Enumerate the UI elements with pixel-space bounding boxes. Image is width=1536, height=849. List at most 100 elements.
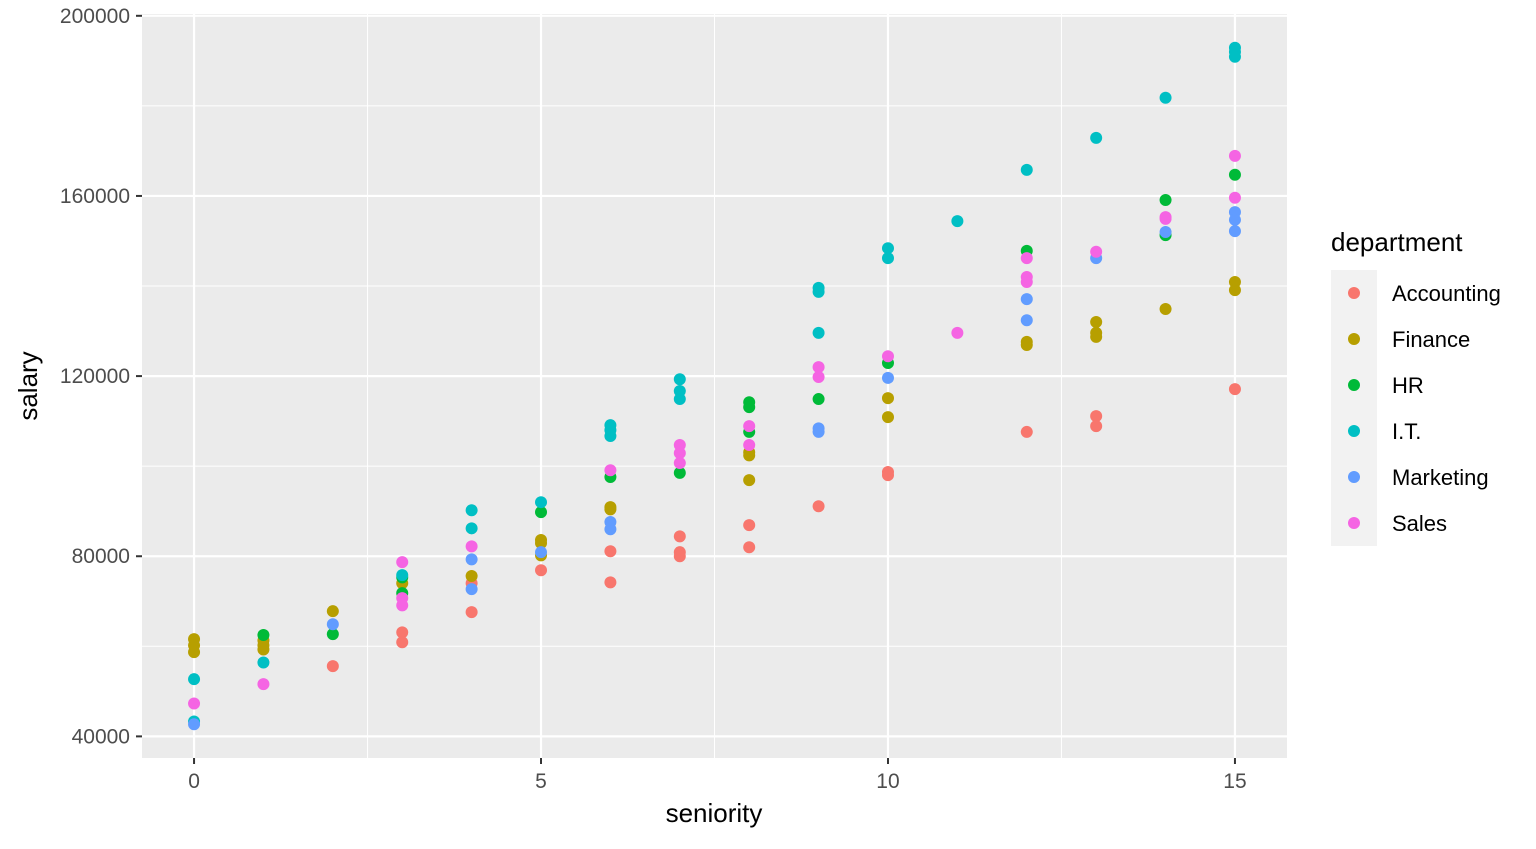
legend-key xyxy=(1348,379,1360,391)
point-hr xyxy=(326,628,339,641)
point-it xyxy=(951,215,964,228)
point-sales xyxy=(812,361,825,374)
point-finance xyxy=(604,503,617,516)
point-finance xyxy=(1090,330,1103,343)
point-finance xyxy=(881,392,894,405)
point-accounting xyxy=(465,606,478,619)
point-finance xyxy=(743,449,756,462)
y-tick-label: 40000 xyxy=(72,725,130,748)
legend-key xyxy=(1348,287,1360,299)
legend-label: Accounting xyxy=(1392,281,1501,306)
point-accounting xyxy=(604,576,617,589)
point-hr xyxy=(812,393,825,406)
point-it xyxy=(257,656,270,669)
point-hr xyxy=(673,466,686,479)
legend-label: Sales xyxy=(1392,511,1447,536)
point-hr xyxy=(1228,168,1241,181)
point-marketing xyxy=(881,371,894,384)
point-finance xyxy=(535,537,548,550)
point-accounting xyxy=(1090,420,1103,433)
point-marketing xyxy=(465,583,478,596)
point-accounting xyxy=(743,541,756,554)
legend-key xyxy=(1348,471,1360,483)
point-finance xyxy=(465,570,478,583)
point-sales xyxy=(743,420,756,433)
point-sales xyxy=(396,599,409,612)
point-finance xyxy=(1228,284,1241,297)
legend-label: I.T. xyxy=(1392,419,1421,444)
point-it xyxy=(396,569,409,582)
point-sales xyxy=(673,447,686,460)
point-hr xyxy=(743,401,756,414)
point-marketing xyxy=(465,553,478,566)
point-marketing xyxy=(1020,293,1033,306)
y-tick-label: 160000 xyxy=(60,185,130,208)
y-axis-title: salary xyxy=(13,351,43,420)
point-finance xyxy=(188,646,201,659)
point-sales xyxy=(1159,212,1172,225)
point-accounting xyxy=(396,626,409,639)
legend-key xyxy=(1348,425,1360,437)
point-it xyxy=(1159,91,1172,104)
point-sales xyxy=(1020,252,1033,265)
point-sales xyxy=(1228,149,1241,162)
point-sales xyxy=(812,370,825,383)
point-finance xyxy=(326,605,339,618)
data-points xyxy=(188,41,1241,731)
point-sales xyxy=(604,464,617,477)
point-marketing xyxy=(1228,225,1241,238)
point-accounting xyxy=(812,500,825,513)
point-marketing xyxy=(188,718,201,731)
point-it xyxy=(812,285,825,298)
point-sales xyxy=(1228,191,1241,204)
point-marketing xyxy=(604,523,617,536)
y-tick-label: 120000 xyxy=(60,365,130,388)
point-sales xyxy=(1020,275,1033,288)
point-sales xyxy=(673,457,686,470)
point-it xyxy=(673,373,686,386)
point-it xyxy=(465,504,478,517)
point-it xyxy=(881,252,894,265)
point-sales xyxy=(257,678,270,691)
x-tick-label: 0 xyxy=(188,770,200,793)
point-finance xyxy=(1020,339,1033,352)
point-accounting xyxy=(1020,425,1033,438)
point-marketing xyxy=(812,425,825,438)
legend: department Accounting Finance HR I.T. Market… xyxy=(1331,227,1501,546)
point-sales xyxy=(881,350,894,363)
y-tick-label: 80000 xyxy=(72,545,130,568)
legend-label: Marketing xyxy=(1392,465,1489,490)
point-accounting xyxy=(1090,410,1103,423)
point-sales xyxy=(951,326,964,339)
point-hr xyxy=(1159,194,1172,206)
point-it xyxy=(465,522,478,535)
point-accounting xyxy=(1228,383,1241,396)
point-accounting xyxy=(743,519,756,532)
legend-key xyxy=(1348,517,1360,529)
point-finance xyxy=(1159,302,1172,315)
point-accounting xyxy=(673,530,686,543)
point-hr xyxy=(257,629,270,642)
point-marketing xyxy=(326,618,339,631)
legend-label: HR xyxy=(1392,373,1424,398)
point-accounting xyxy=(396,636,409,649)
point-it xyxy=(812,326,825,339)
point-marketing xyxy=(1159,225,1172,238)
point-hr xyxy=(535,506,548,519)
x-tick-label: 15 xyxy=(1223,770,1246,793)
point-marketing xyxy=(1228,213,1241,226)
legend-key-background xyxy=(1331,270,1377,546)
point-finance xyxy=(743,474,756,487)
point-it xyxy=(1020,163,1033,176)
point-accounting xyxy=(604,545,617,558)
y-tick-label: 200000 xyxy=(60,5,130,28)
point-sales xyxy=(465,540,478,553)
point-finance xyxy=(257,643,270,656)
point-it xyxy=(1090,131,1103,144)
legend-key xyxy=(1348,333,1360,345)
point-it xyxy=(188,673,201,686)
point-it xyxy=(881,242,894,255)
point-sales xyxy=(188,697,201,710)
point-finance xyxy=(881,411,894,424)
